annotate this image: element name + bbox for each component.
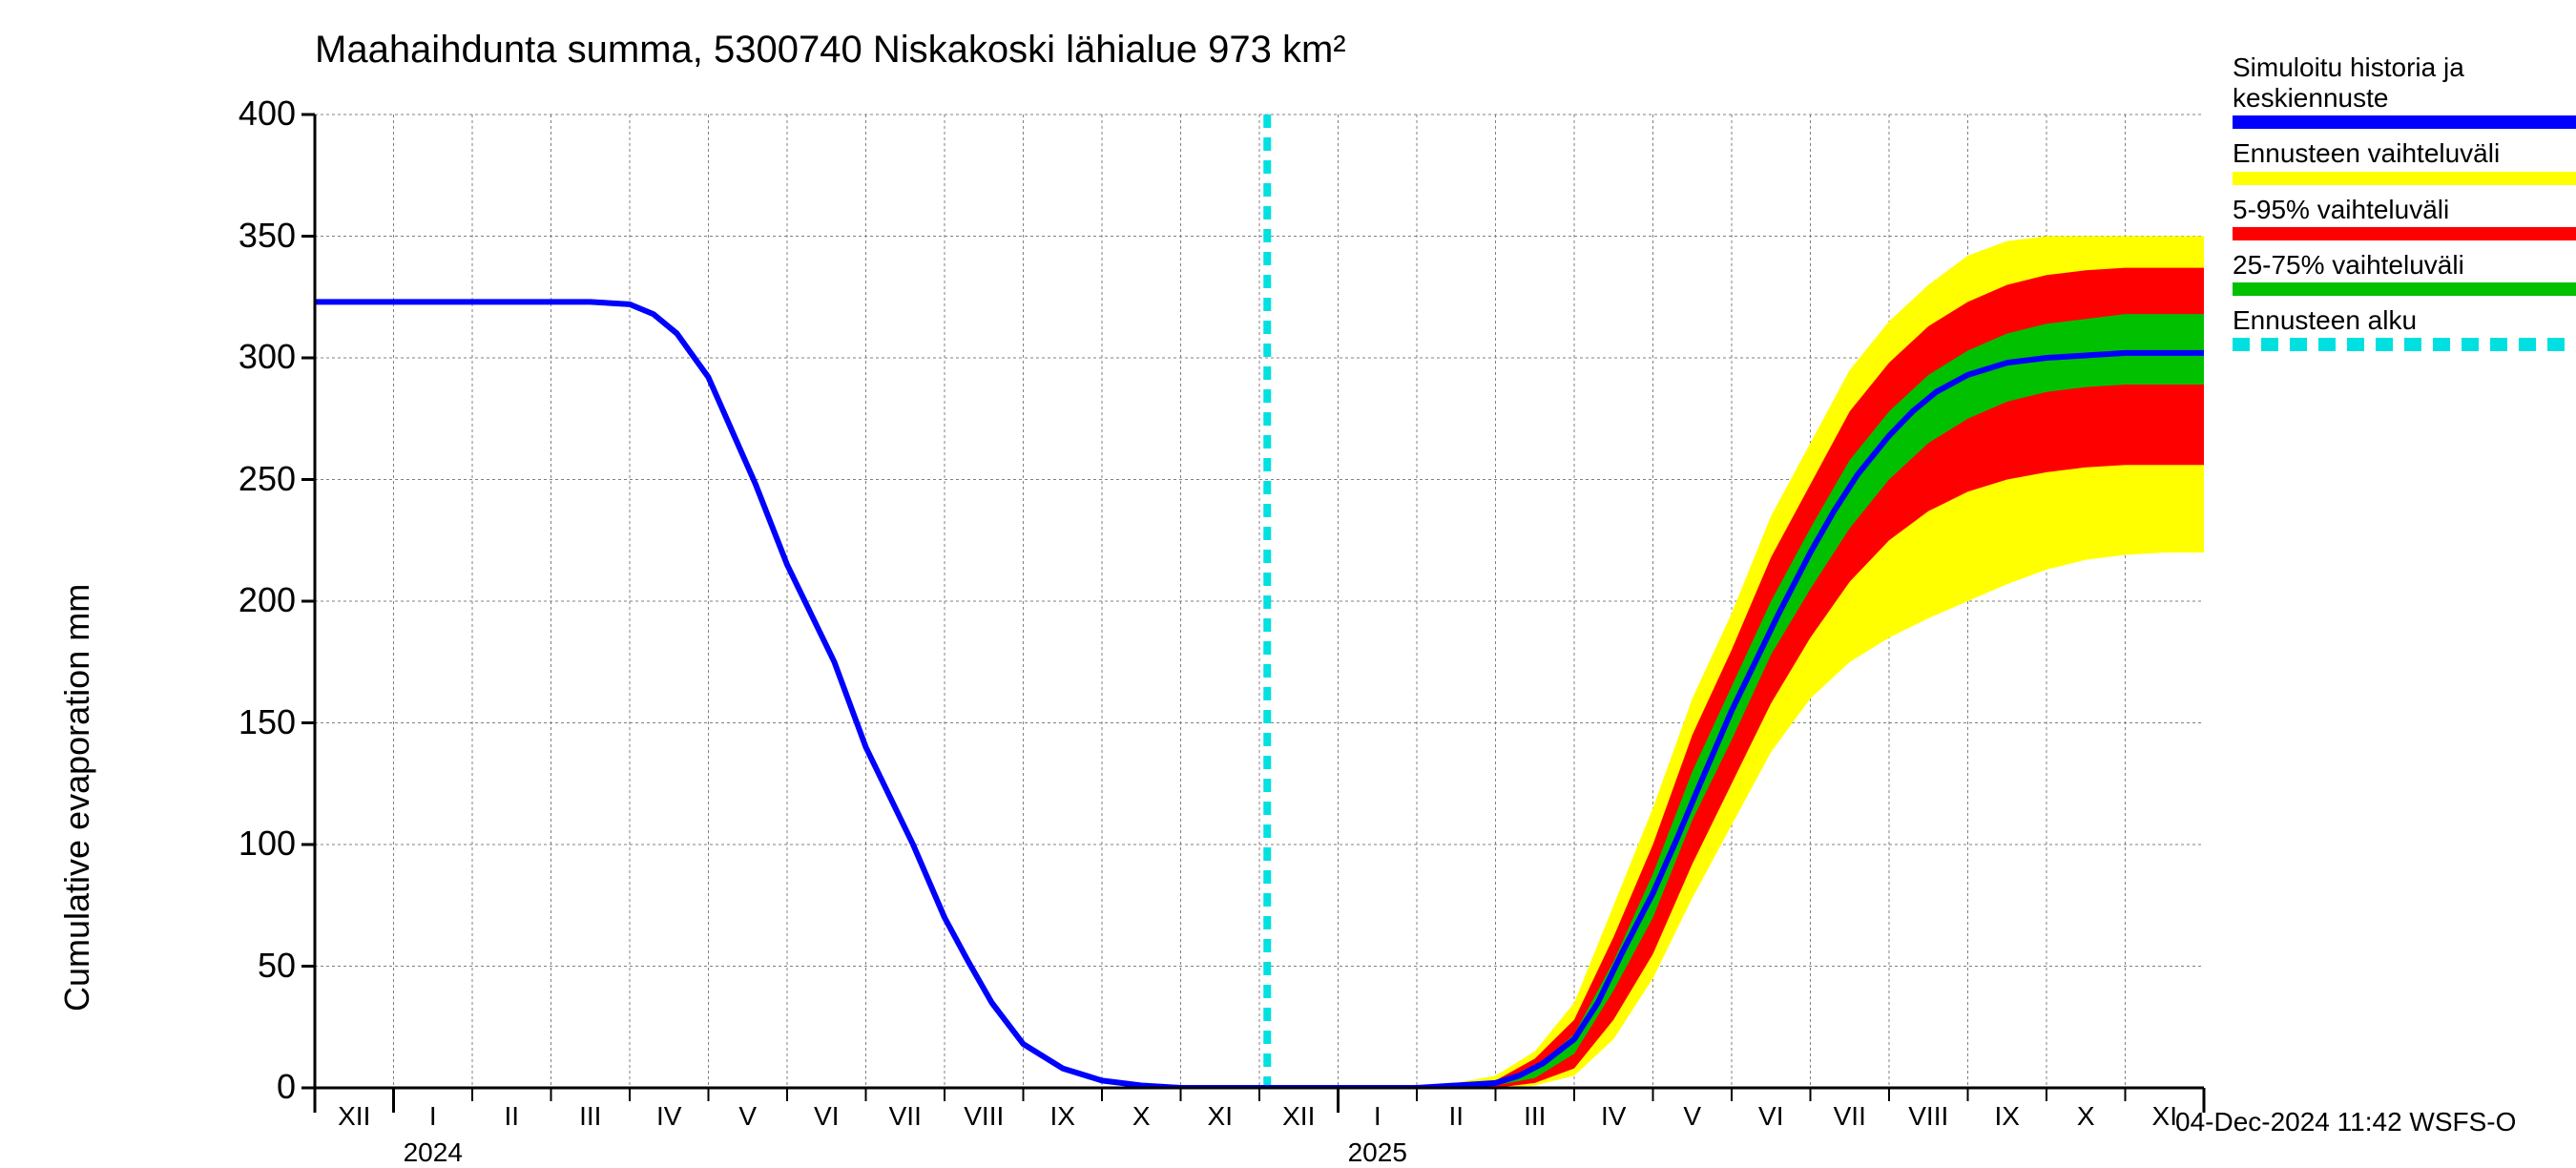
page: Maahaihdunta summa, 5300740 Niskakoski l… — [0, 0, 2576, 1145]
legend-entry: 5-95% vaihteluväli — [2233, 195, 2576, 240]
legend-entry: Ennusteen alku — [2233, 305, 2576, 351]
plot-area — [0, 0, 2576, 1145]
timestamp-label: 04-Dec-2024 11:42 WSFS-O — [2175, 1107, 2516, 1137]
legend-entry: Simuloitu historia ja keskiennuste — [2233, 52, 2576, 129]
legend-entry: 25-75% vaihteluväli — [2233, 250, 2576, 296]
legend-swatch — [2233, 282, 2576, 296]
legend-swatch — [2233, 115, 2576, 129]
legend-entry: Ennusteen vaihteluväli — [2233, 138, 2576, 184]
legend-label: 25-75% vaihteluväli — [2233, 250, 2576, 281]
legend-label: Simuloitu historia ja keskiennuste — [2233, 52, 2576, 114]
legend-label: Ennusteen alku — [2233, 305, 2576, 336]
legend: Simuloitu historia ja keskiennuste Ennust… — [2233, 52, 2576, 361]
legend-label: Ennusteen vaihteluväli — [2233, 138, 2576, 169]
legend-swatch — [2233, 338, 2576, 351]
legend-label: 5-95% vaihteluväli — [2233, 195, 2576, 225]
legend-swatch — [2233, 172, 2576, 185]
legend-swatch — [2233, 227, 2576, 240]
